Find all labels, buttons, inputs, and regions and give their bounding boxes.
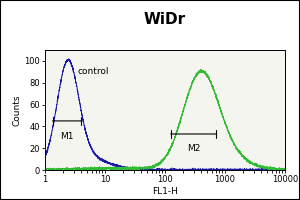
X-axis label: FL1-H: FL1-H (152, 187, 178, 196)
Text: control: control (78, 67, 110, 76)
Y-axis label: Counts: Counts (13, 94, 22, 126)
Text: WiDr: WiDr (144, 12, 186, 27)
Text: M2: M2 (187, 144, 200, 153)
Text: M1: M1 (60, 132, 74, 141)
